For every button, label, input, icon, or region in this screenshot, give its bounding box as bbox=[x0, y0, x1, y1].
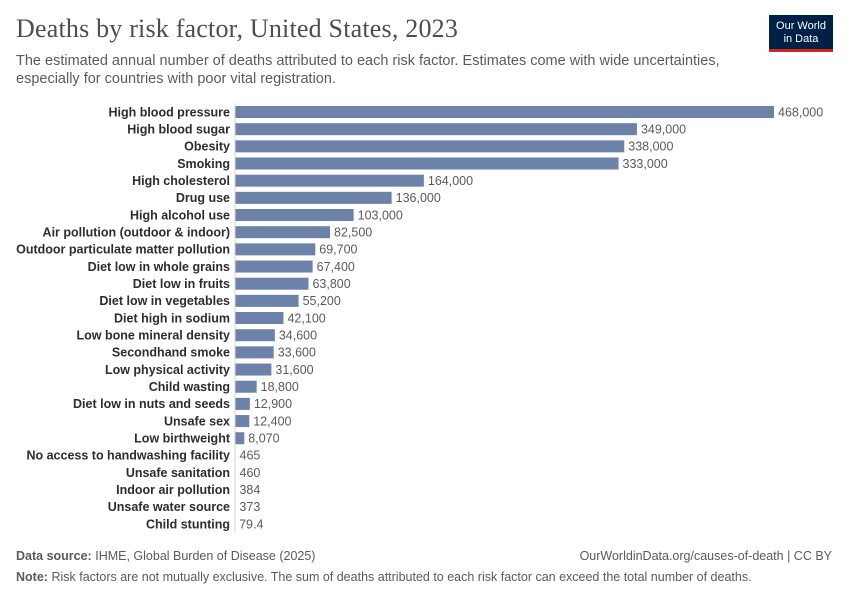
logo-line-2: in Data bbox=[783, 33, 819, 45]
category-label: Drug use bbox=[176, 191, 230, 205]
bar bbox=[235, 363, 272, 376]
value-label: 18,800 bbox=[261, 380, 299, 394]
value-label: 333,000 bbox=[623, 157, 668, 171]
value-label: 349,000 bbox=[641, 122, 686, 136]
value-label: 67,400 bbox=[317, 260, 355, 274]
category-label: Child stunting bbox=[146, 517, 230, 531]
value-label: 82,500 bbox=[334, 225, 372, 239]
bar bbox=[235, 397, 250, 410]
category-label: Low birthweight bbox=[134, 432, 231, 446]
bar bbox=[235, 380, 257, 393]
bar bbox=[235, 191, 392, 204]
bar bbox=[235, 294, 299, 307]
value-label: 468,000 bbox=[778, 105, 823, 119]
bar bbox=[235, 209, 354, 222]
category-label: Diet low in vegetables bbox=[99, 294, 230, 308]
value-label: 79.4 bbox=[239, 517, 263, 531]
category-label: Smoking bbox=[177, 157, 230, 171]
category-label: Obesity bbox=[184, 140, 230, 154]
value-label: 12,400 bbox=[253, 414, 291, 428]
bar bbox=[235, 432, 245, 445]
bar bbox=[235, 157, 619, 170]
value-label: 42,100 bbox=[287, 311, 325, 325]
chart-note: Note: Risk factors are not mutually excl… bbox=[16, 570, 752, 584]
category-label: Indoor air pollution bbox=[116, 483, 230, 497]
data-source-label: Data source: bbox=[16, 549, 92, 563]
value-label: 373 bbox=[239, 500, 260, 514]
category-label: High alcohol use bbox=[130, 208, 230, 222]
note-label: Note: bbox=[16, 570, 48, 584]
category-label: High blood sugar bbox=[127, 122, 230, 136]
value-label: 55,200 bbox=[303, 294, 341, 308]
value-label: 34,600 bbox=[279, 329, 317, 343]
logo-line-1: Our World bbox=[776, 20, 826, 32]
value-label: 33,600 bbox=[278, 346, 316, 360]
value-label: 103,000 bbox=[358, 208, 403, 222]
data-source: Data source: IHME, Global Burden of Dise… bbox=[16, 549, 315, 563]
bar bbox=[235, 226, 331, 239]
value-label: 460 bbox=[240, 466, 261, 480]
value-label: 136,000 bbox=[396, 191, 441, 205]
bar bbox=[235, 106, 774, 118]
chart-subtitle: The estimated annual number of deaths at… bbox=[16, 53, 720, 87]
category-label: Low physical activity bbox=[105, 363, 230, 377]
category-label: Unsafe sex bbox=[164, 414, 230, 428]
value-label: 164,000 bbox=[428, 174, 473, 188]
bar bbox=[235, 329, 275, 342]
value-label: 338,000 bbox=[628, 140, 673, 154]
category-label: Outdoor particulate matter pollution bbox=[16, 243, 230, 257]
category-label: Diet low in whole grains bbox=[88, 260, 230, 274]
bar bbox=[235, 140, 625, 153]
bar-chart: High blood pressure 468,000 High blood sug… bbox=[16, 103, 823, 534]
value-label: 63,800 bbox=[312, 277, 350, 291]
value-label: 12,900 bbox=[254, 397, 292, 411]
bar bbox=[235, 123, 637, 136]
category-label: High blood pressure bbox=[108, 105, 230, 119]
bar bbox=[235, 277, 309, 290]
category-label: High cholesterol bbox=[132, 174, 230, 188]
data-source-link[interactable]: IHME, Global Burden of Disease (2025) bbox=[95, 549, 316, 563]
category-label: Diet high in sodium bbox=[114, 311, 230, 325]
value-label: 31,600 bbox=[275, 363, 313, 377]
bar bbox=[235, 312, 284, 325]
value-label: 8,070 bbox=[248, 432, 279, 446]
value-label: 384 bbox=[239, 483, 260, 497]
value-label: 465 bbox=[240, 449, 261, 463]
bar bbox=[235, 346, 274, 359]
category-label: Child wasting bbox=[149, 380, 230, 394]
category-label: Secondhand smoke bbox=[112, 346, 230, 360]
bar bbox=[235, 243, 316, 256]
note-text: Risk factors are not mutually exclusive.… bbox=[51, 570, 752, 584]
owid-logo[interactable]: Our World in Data bbox=[769, 15, 833, 52]
category-label: Unsafe sanitation bbox=[126, 466, 230, 480]
source-url[interactable]: OurWorldinData.org/causes-of-death | CC … bbox=[579, 549, 832, 563]
category-label: Unsafe water source bbox=[108, 500, 230, 514]
value-label: 69,700 bbox=[319, 243, 357, 257]
category-label: No access to handwashing facility bbox=[26, 449, 230, 463]
category-label: Air pollution (outdoor & indoor) bbox=[43, 225, 230, 239]
chart-title: Deaths by risk factor, United States, 20… bbox=[16, 14, 459, 43]
bar bbox=[235, 174, 424, 187]
category-label: Diet low in fruits bbox=[133, 277, 230, 291]
category-label: Diet low in nuts and seeds bbox=[73, 397, 230, 411]
bar bbox=[235, 415, 250, 428]
category-label: Low bone mineral density bbox=[77, 329, 231, 343]
bar bbox=[235, 260, 313, 273]
